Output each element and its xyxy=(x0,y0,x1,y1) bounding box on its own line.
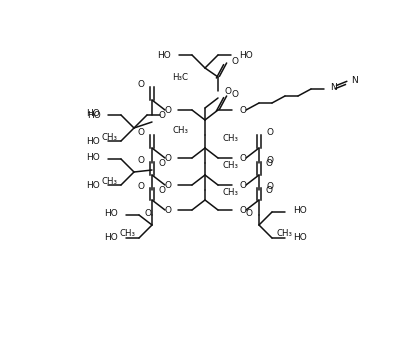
Text: N: N xyxy=(351,76,358,85)
Text: O: O xyxy=(231,89,238,99)
Text: HO: HO xyxy=(104,208,118,217)
Text: O: O xyxy=(137,128,144,137)
Text: O: O xyxy=(231,57,238,66)
Text: CH₃: CH₃ xyxy=(222,187,238,197)
Text: O: O xyxy=(239,106,246,115)
Text: O: O xyxy=(239,180,246,189)
Text: O: O xyxy=(137,156,144,165)
Text: HO: HO xyxy=(157,50,171,59)
Text: O: O xyxy=(164,106,171,115)
Text: O: O xyxy=(266,181,273,190)
Text: HO: HO xyxy=(293,206,307,215)
Text: O: O xyxy=(265,158,272,168)
Text: O: O xyxy=(164,180,171,189)
Text: HO: HO xyxy=(104,234,118,243)
Text: CH₃: CH₃ xyxy=(101,132,117,141)
Text: HO: HO xyxy=(86,152,100,161)
Text: CH₃: CH₃ xyxy=(222,134,238,142)
Text: O: O xyxy=(144,208,151,217)
Text: O: O xyxy=(158,186,165,195)
Text: O: O xyxy=(224,87,231,96)
Text: CH₃: CH₃ xyxy=(222,160,238,169)
Text: N: N xyxy=(330,82,337,91)
Text: CH₃: CH₃ xyxy=(101,177,117,186)
Text: O: O xyxy=(266,128,273,137)
Text: HO: HO xyxy=(293,234,307,243)
Text: O: O xyxy=(239,206,246,215)
Text: O: O xyxy=(245,208,252,217)
Text: HO: HO xyxy=(86,137,100,146)
Text: O: O xyxy=(158,110,165,119)
Text: HO: HO xyxy=(86,180,100,189)
Text: O: O xyxy=(158,158,165,168)
Text: CH₃: CH₃ xyxy=(276,229,292,238)
Text: CH₃: CH₃ xyxy=(119,229,135,238)
Text: O: O xyxy=(239,154,246,162)
Text: HO: HO xyxy=(86,108,100,118)
Text: CH₃: CH₃ xyxy=(172,126,188,135)
Text: O: O xyxy=(137,181,144,190)
Text: O: O xyxy=(164,154,171,162)
Text: H₃C: H₃C xyxy=(172,72,188,81)
Text: HO: HO xyxy=(239,50,253,59)
Text: O: O xyxy=(266,156,273,165)
Text: O: O xyxy=(265,186,272,195)
Text: O: O xyxy=(137,79,144,89)
Text: O: O xyxy=(164,206,171,215)
Text: HO: HO xyxy=(87,110,101,119)
